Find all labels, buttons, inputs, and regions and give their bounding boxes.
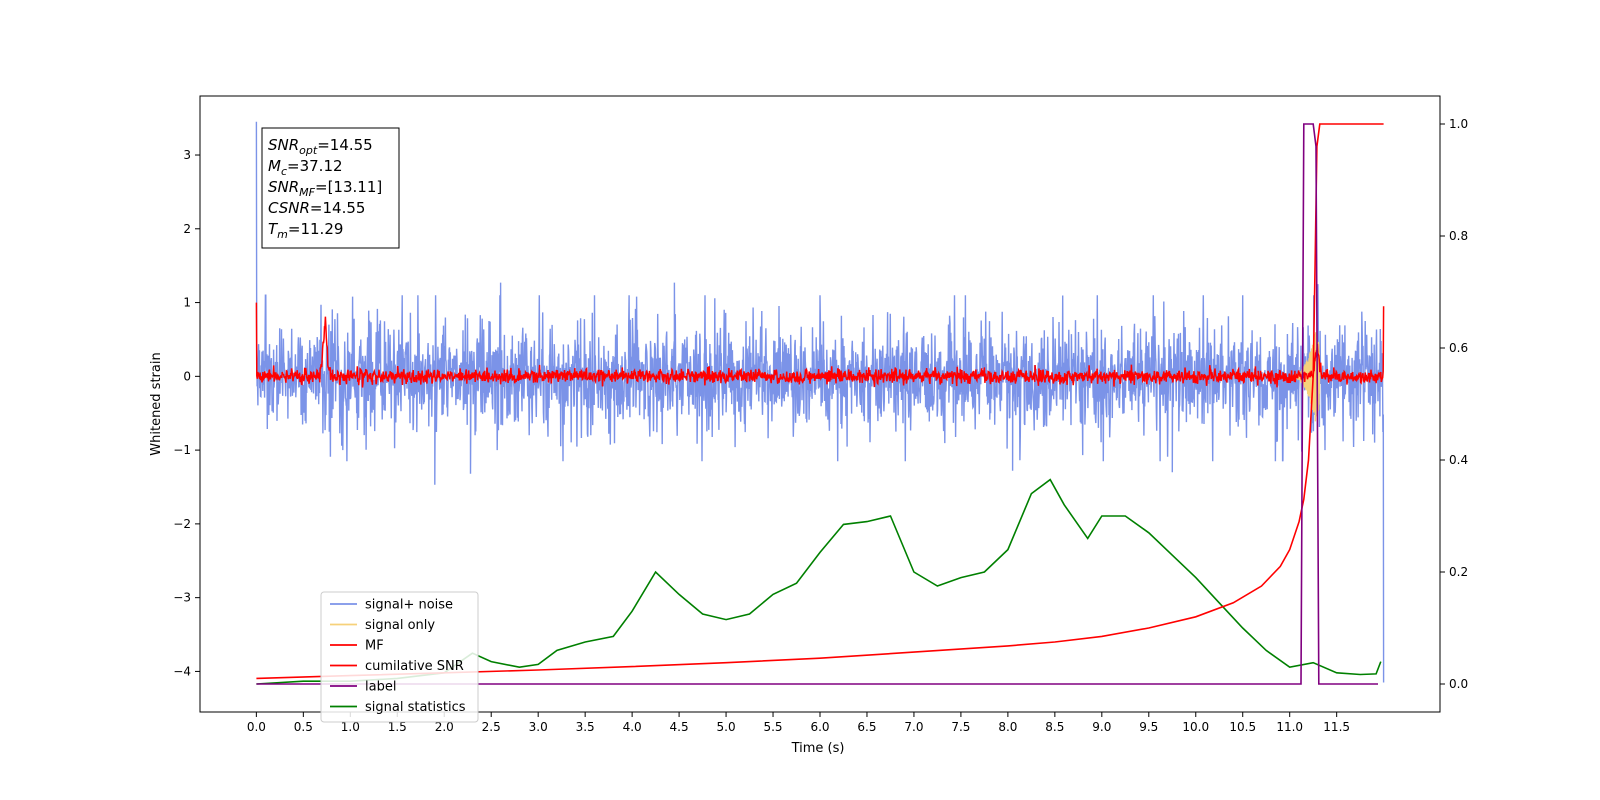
series-signal-noise-line: [255, 121, 1385, 683]
annotation-subscript: c: [281, 165, 287, 178]
x-tick-label: 8.0: [998, 720, 1017, 734]
plot-area: [255, 121, 1385, 685]
x-tick-label: 9.0: [1092, 720, 1111, 734]
annotation-line: CSNR=14.55: [268, 199, 365, 217]
legend-entry-label: signal statistics: [365, 700, 466, 715]
x-tick-label: 10.0: [1182, 720, 1209, 734]
annotation-line: Mc=37.12: [268, 157, 343, 178]
annotation-line: Tm=11.29: [268, 220, 343, 241]
y2-tick-label: 1.0: [1449, 117, 1468, 131]
x-tick-label: 4.0: [623, 720, 642, 734]
y2-tick-label: 0.6: [1449, 341, 1468, 355]
x-tick-label: 10.5: [1229, 720, 1256, 734]
x-tick-label: 0.0: [247, 720, 266, 734]
legend-entry-label: cumilative SNR: [365, 659, 464, 674]
y-axis-left: 3 2 1 0 −1 −2 −3 −4: [173, 148, 200, 678]
x-tick-label: 3.5: [576, 720, 595, 734]
annotation-line: SNRMF=[13.11]: [268, 178, 382, 199]
annotation-subscript: MF: [299, 186, 315, 199]
y-tick-label: −4: [173, 664, 191, 678]
y-tick-label: −2: [173, 517, 191, 531]
annotation-subscript: opt: [299, 144, 318, 157]
annotation-symbol: M: [268, 157, 281, 175]
x-tick-label: 6.0: [810, 720, 829, 734]
annotation-value: =[13.11]: [315, 178, 382, 196]
annotation-subscript: m: [277, 228, 288, 241]
legend-entry-label: signal+ noise: [365, 598, 453, 613]
x-tick-label: 11.5: [1323, 720, 1350, 734]
annotation-symbol: SNR: [268, 178, 299, 196]
annotation-symbol: T: [268, 220, 279, 238]
x-tick-label: 5.0: [717, 720, 736, 734]
series-signal-statistics-line: [256, 478, 1382, 685]
y2-tick-label: 0.8: [1449, 229, 1468, 243]
x-tick-label: 4.5: [670, 720, 689, 734]
x-tick-label: 1.0: [341, 720, 360, 734]
annotation-value: =11.29: [288, 220, 344, 238]
x-tick-label: 2.5: [482, 720, 501, 734]
x-axis: 0.0 0.5 1.0 1.5 2.0 2.5 3.0 3.5 4.0 4.5 5.0 5.5 6.0 6…: [247, 712, 1350, 734]
annotation-value: =14.55: [317, 136, 373, 154]
y2-tick-label: 0.0: [1449, 677, 1468, 691]
y2-tick-label: 0.2: [1449, 565, 1468, 579]
x-tick-label: 5.5: [763, 720, 782, 734]
annotation-symbol: SNR: [268, 136, 299, 154]
x-tick-label: 11.0: [1276, 720, 1303, 734]
y-axis-right: 1.0 0.8 0.6 0.4 0.2 0.0: [1440, 117, 1468, 691]
y-tick-label: 3: [183, 148, 191, 162]
y-axis-label: Whitened strain: [149, 352, 164, 455]
x-tick-label: 7.5: [951, 720, 970, 734]
annotation-value: =14.55: [310, 199, 366, 217]
legend: signal+ noise signal only MF cumilative SNR…: [320, 591, 479, 723]
x-tick-label: 8.5: [1045, 720, 1064, 734]
series-mf-line: [255, 302, 1385, 388]
x-tick-label: 2.0: [435, 720, 454, 734]
series-label-line: [256, 123, 1378, 685]
annotation-line: SNRopt=14.55: [268, 136, 373, 157]
y2-tick-label: 0.4: [1449, 453, 1468, 467]
stats-annotation: SNRopt=14.55Mc=37.12SNRMF=[13.11]CSNR=14…: [261, 127, 400, 249]
legend-entry-label: label: [365, 680, 396, 695]
y-tick-label: 1: [183, 296, 191, 310]
x-tick-label: 9.5: [1139, 720, 1158, 734]
x-tick-label: 0.5: [294, 720, 313, 734]
x-tick-label: 1.5: [388, 720, 407, 734]
annotation-frame: [261, 127, 400, 249]
y-tick-label: −1: [173, 443, 191, 457]
x-tick-label: 3.0: [529, 720, 548, 734]
legend-entry-label: MF: [365, 639, 384, 654]
y-tick-label: −3: [173, 591, 191, 605]
x-tick-label: 6.5: [857, 720, 876, 734]
x-axis-label: Time (s): [791, 741, 845, 756]
y-tick-label: 0: [183, 369, 191, 383]
annotation-symbol: CSNR: [268, 199, 310, 217]
annotation-value: =37.12: [287, 157, 343, 175]
legend-entry-label: signal only: [365, 618, 435, 633]
legend-frame: [320, 591, 479, 723]
x-tick-label: 7.0: [904, 720, 923, 734]
y-tick-label: 2: [183, 222, 191, 236]
